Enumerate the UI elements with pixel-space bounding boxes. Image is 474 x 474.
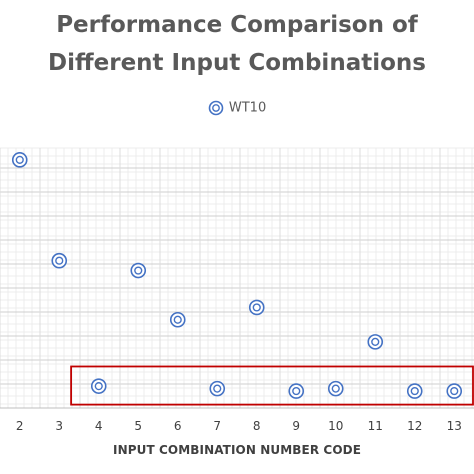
- chart-title: Performance Comparison of Different Inpu…: [0, 6, 474, 82]
- data-point: [209, 380, 226, 397]
- x-axis-label: INPUT COMBINATION NUMBER CODE: [113, 443, 361, 457]
- x-tick-label: 8: [253, 419, 261, 433]
- data-point: [51, 252, 68, 269]
- x-tick-labels: 2 3 4 5 6 7 8 9 10 11 12 13: [16, 419, 462, 433]
- grid-major: [0, 148, 474, 408]
- chart-title-line-2: Different Input Combinations: [48, 50, 426, 76]
- x-tick-label: 9: [292, 419, 300, 433]
- data-point: [248, 299, 265, 316]
- legend: WT10: [0, 100, 474, 116]
- data-point: [11, 152, 28, 168]
- x-tick-label: 13: [447, 419, 462, 433]
- legend-label-wt10: WT10: [228, 100, 267, 116]
- data-point: [169, 311, 186, 328]
- highlight-box: [70, 365, 474, 406]
- legend-marker-icon: [208, 100, 224, 116]
- x-tick-label: 7: [213, 419, 221, 433]
- x-tick-label: 2: [16, 419, 24, 433]
- data-point: [130, 262, 147, 279]
- data-point: [367, 334, 384, 350]
- data-point: [288, 383, 305, 399]
- x-tick-label: 12: [407, 419, 422, 433]
- data-point: [327, 380, 344, 397]
- data-point: [406, 383, 423, 399]
- chart-title-line-1: Performance Comparison of: [56, 12, 418, 38]
- x-tick-label: 6: [174, 419, 182, 433]
- x-tick-label: 10: [328, 419, 343, 433]
- x-tick-label: 5: [134, 419, 142, 433]
- x-tick-label: 3: [55, 419, 63, 433]
- x-tick-label: 4: [95, 419, 103, 433]
- data-point: [90, 378, 107, 394]
- x-tick-label: 11: [368, 419, 383, 433]
- data-point: [446, 383, 463, 399]
- series-wt10: [11, 152, 463, 399]
